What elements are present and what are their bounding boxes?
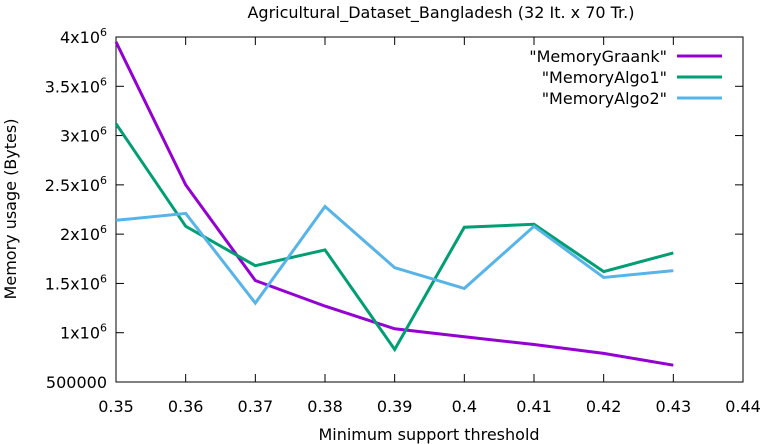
x-tick-label: 0.44: [725, 397, 761, 416]
x-tick-label: 0.43: [656, 397, 692, 416]
x-tick-label: 0.36: [168, 397, 204, 416]
series-line-2: [115, 204, 674, 306]
x-axis-label: Minimum support threshold: [318, 425, 539, 444]
x-tick-label: 0.4: [452, 397, 477, 416]
legend: "MemoryGraank" "MemoryAlgo1" "MemoryAlgo2": [529, 47, 722, 108]
x-tick-label: 0.41: [516, 397, 552, 416]
y-tick-exponent: 6: [100, 75, 107, 88]
x-tick-label: 0.35: [98, 397, 134, 416]
y-tick-label: 4x106: [60, 26, 107, 47]
y-tick-exponent: 6: [100, 223, 107, 236]
x-tick-label: 0.42: [586, 397, 622, 416]
x-tick-label: 0.39: [377, 397, 413, 416]
legend-label: "MemoryGraank": [529, 47, 667, 66]
series-lines: [114, 41, 674, 367]
y-tick-exponent: 6: [100, 272, 107, 285]
y-tick-exponent: 6: [100, 125, 107, 138]
y-tick-label: 1.5x106: [45, 272, 107, 293]
plot-frame: [115, 36, 744, 383]
y-tick-exponent: 6: [100, 26, 107, 39]
y-axis: 500000 1x106 1.5x106 2x106 2.5x106 3x106 3.5x1…: [45, 26, 743, 392]
y-tick-label: 3x106: [60, 125, 107, 146]
y-tick-label: 3.5x106: [45, 75, 107, 96]
y-axis-label: Memory usage (Bytes): [1, 119, 20, 300]
y-tick-label: 2.5x106: [45, 174, 107, 195]
x-tick-label: 0.38: [307, 397, 343, 416]
legend-label: "MemoryAlgo2": [542, 89, 667, 108]
chart-title: Agricultural_Dataset_Bangladesh (32 It. …: [247, 3, 634, 23]
y-tick-label: 1x106: [60, 322, 107, 343]
series-line-1: [114, 122, 674, 353]
legend-label: "MemoryAlgo1": [542, 68, 667, 87]
series-line-0: [114, 41, 674, 367]
x-axis: 0.35 0.36 0.37 0.38 0.39 0.4 0.41 0.42 0.43 0.44: [98, 37, 761, 416]
y-tick-label: 500000: [46, 373, 107, 392]
y-tick-label: 2x106: [60, 223, 107, 244]
x-tick-label: 0.37: [238, 397, 274, 416]
y-tick-exponent: 6: [100, 174, 107, 187]
y-tick-exponent: 6: [100, 322, 107, 335]
